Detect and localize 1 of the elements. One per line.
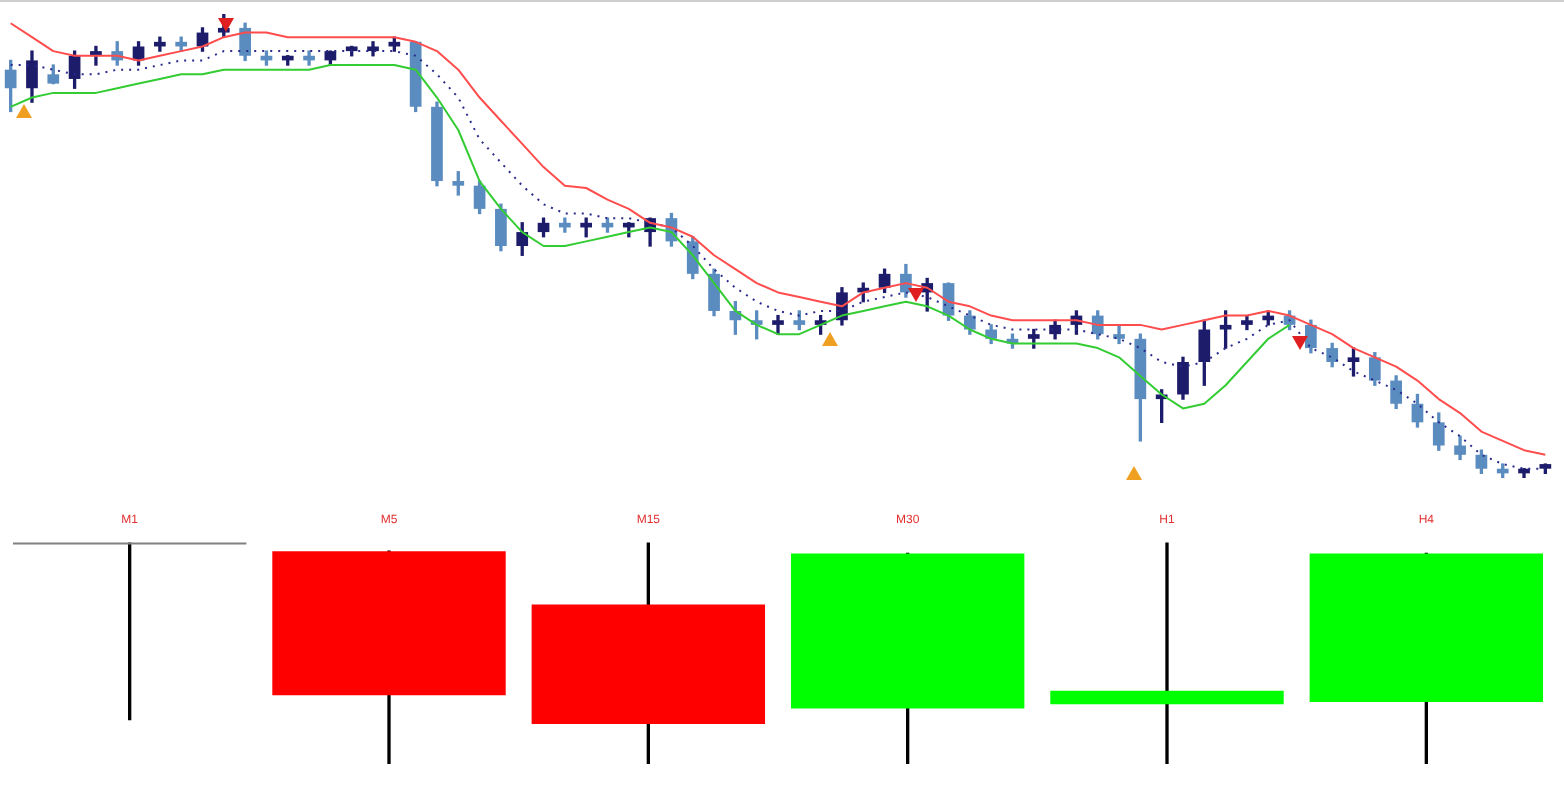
candlestick: [1050, 542, 1284, 764]
